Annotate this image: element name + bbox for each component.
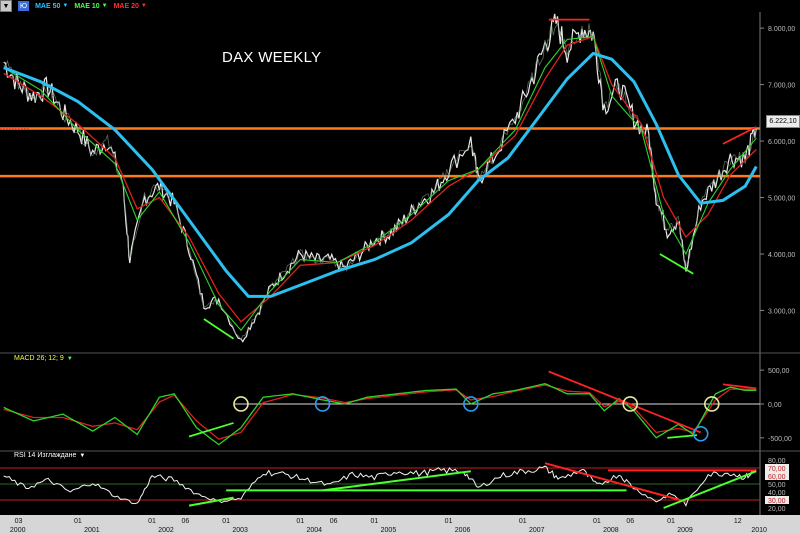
last-price-badge: 6.222,10: [766, 115, 800, 128]
x-year-label: 2006: [455, 527, 471, 534]
macd-crossover-circle: [622, 396, 639, 412]
x-year-label: 2005: [381, 527, 397, 534]
ma10-series: [3, 36, 757, 332]
legend-mae50[interactable]: MAE 50 ▼: [35, 2, 69, 10]
x-month-label: 06: [181, 518, 189, 525]
macd-legend[interactable]: MACD 26; 12; 9 ▼: [14, 355, 73, 362]
legend-mae10[interactable]: MAE 10 ▼: [74, 2, 108, 10]
macd-series: [3, 383, 757, 446]
macd-tick-label: -500,00: [768, 436, 792, 443]
x-year-label: 2003: [232, 527, 248, 534]
rsi-series: [3, 465, 757, 507]
price-series-shadow: [3, 22, 757, 341]
x-year-label: 2009: [677, 527, 693, 534]
rsi-legend[interactable]: RSI 14 Изглаждане ▼: [14, 452, 86, 459]
y-axis-panel: [760, 0, 800, 534]
rsi-trendline: [322, 470, 471, 492]
macd-trendline: [722, 383, 757, 390]
chevron-down-icon: ▼: [140, 3, 147, 9]
chevron-down-icon: ▼: [66, 355, 73, 362]
x-month-label: 03: [15, 518, 23, 525]
x-month-label: 06: [330, 518, 338, 525]
macd-trendline: [548, 370, 702, 434]
x-month-label: 01: [296, 518, 304, 525]
x-year-label: 2002: [158, 527, 174, 534]
macd-tick-label: 0,00: [768, 402, 782, 409]
rsi-trendline: [663, 470, 757, 509]
legend-mae20[interactable]: MAE 20 ▼: [113, 2, 147, 10]
macd-crossover-circle: [314, 396, 331, 412]
x-month-label: 06: [626, 518, 634, 525]
rsi-tick-label: 60,00: [768, 474, 786, 481]
ma50-series: [3, 51, 758, 298]
rsi-tick-label: 40,00: [768, 490, 786, 497]
x-year-label: 2008: [603, 527, 619, 534]
rsi-tick-label: 20,00: [768, 506, 786, 513]
macd-signal-series: [3, 384, 757, 440]
dropdown-button[interactable]: ▼: [0, 0, 12, 12]
x-month-label: 01: [445, 518, 453, 525]
rsi-tick-box: [765, 464, 789, 472]
macd-trendline: [188, 422, 234, 438]
x-year-label: 2000: [10, 527, 26, 534]
rsi-tick-label: 70,00: [768, 466, 786, 473]
chart-type-button[interactable]: Ю: [18, 1, 30, 11]
macd-crossover-circle: [233, 396, 249, 412]
chevron-down-icon: ▼: [101, 3, 108, 9]
x-month-label: 01: [148, 518, 156, 525]
x-month-label: 12: [734, 518, 742, 525]
price-tick-label: 4.000,00: [768, 252, 795, 259]
price-tick-label: 7.000,00: [768, 83, 795, 90]
x-month-label: 01: [667, 518, 675, 525]
x-month-label: 01: [222, 518, 230, 525]
x-axis-bar: [0, 515, 800, 534]
x-month-label: 01: [371, 518, 379, 525]
chart-title: DAX WEEKLY: [222, 49, 322, 66]
macd-tick-label: 500,00: [768, 368, 790, 375]
ma20-series: [3, 35, 757, 323]
price-tick-label: 8.000,00: [768, 26, 795, 33]
x-month-label: 01: [593, 518, 601, 525]
macd-crossover-circle: [463, 396, 479, 412]
rsi-tick-box: [765, 496, 789, 504]
price-tick-label: 3.000,00: [768, 308, 795, 315]
price-trendline: [659, 253, 694, 275]
x-year-label: 2004: [307, 527, 323, 534]
macd-trendline: [667, 434, 698, 439]
price-tick-label: 5.000,00: [768, 196, 795, 203]
rsi-tick-label: 30,00: [768, 498, 786, 505]
price-trendline: [203, 318, 235, 340]
price-series: [3, 13, 757, 343]
chart-toolbar: ▼ Ю MAE 50 ▼ MAE 10 ▼ MAE 20 ▼: [0, 0, 147, 12]
rsi-trendline: [188, 496, 234, 507]
price-tick-label: 6.000,00: [768, 139, 795, 146]
x-month-label: 01: [519, 518, 527, 525]
x-month-label: 01: [74, 518, 82, 525]
rsi-tick-box: [765, 472, 789, 480]
rsi-trendline: [544, 462, 687, 503]
x-year-label: 2007: [529, 527, 545, 534]
x-year-label: 2001: [84, 527, 100, 534]
rsi-tick-label: 80,00: [768, 458, 786, 465]
macd-crossover-circle: [692, 425, 709, 442]
macd-crossover-circle: [704, 396, 720, 412]
price-trendline: [722, 126, 757, 145]
x-year-label: 2010: [751, 527, 767, 534]
rsi-tick-label: 50,00: [768, 482, 786, 489]
chevron-down-icon: ▼: [62, 3, 69, 9]
chevron-down-icon: ▼: [79, 452, 86, 459]
